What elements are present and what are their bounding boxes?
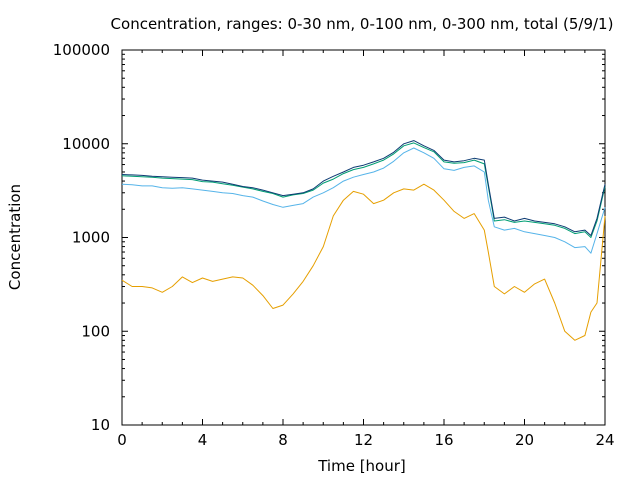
y-tick-label: 1000 xyxy=(72,229,110,247)
plot-frame xyxy=(121,49,606,426)
x-tick-label: 20 xyxy=(515,431,534,449)
series-line-1 xyxy=(121,183,606,341)
y-tick-label: 10000 xyxy=(62,135,110,153)
axis-ticks xyxy=(121,49,606,426)
y-tick-label: 10 xyxy=(91,416,110,434)
y-tick-label: 100 xyxy=(81,322,110,340)
x-tick-label: 16 xyxy=(434,431,453,449)
chart-title: Concentration, ranges: 0-30 nm, 0-100 nm… xyxy=(111,15,614,33)
series-line-2 xyxy=(121,147,606,254)
x-tick-label: 12 xyxy=(354,431,373,449)
x-tick-label: 0 xyxy=(117,431,127,449)
x-tick-label: 8 xyxy=(278,431,288,449)
y-tick-label: 100000 xyxy=(53,41,110,59)
y-axis-label: Concentration xyxy=(6,184,24,290)
x-tick-labels: 0 4 8 12 16 20 24 xyxy=(117,431,614,449)
x-tick-label: 24 xyxy=(595,431,614,449)
series-line-4 xyxy=(121,140,606,236)
y-tick-labels: 10 100 1000 10000 100000 xyxy=(53,41,110,434)
series-group xyxy=(121,140,606,341)
x-tick-label: 4 xyxy=(198,431,208,449)
x-axis-label: Time [hour] xyxy=(317,457,406,475)
series-line-3 xyxy=(121,142,606,238)
